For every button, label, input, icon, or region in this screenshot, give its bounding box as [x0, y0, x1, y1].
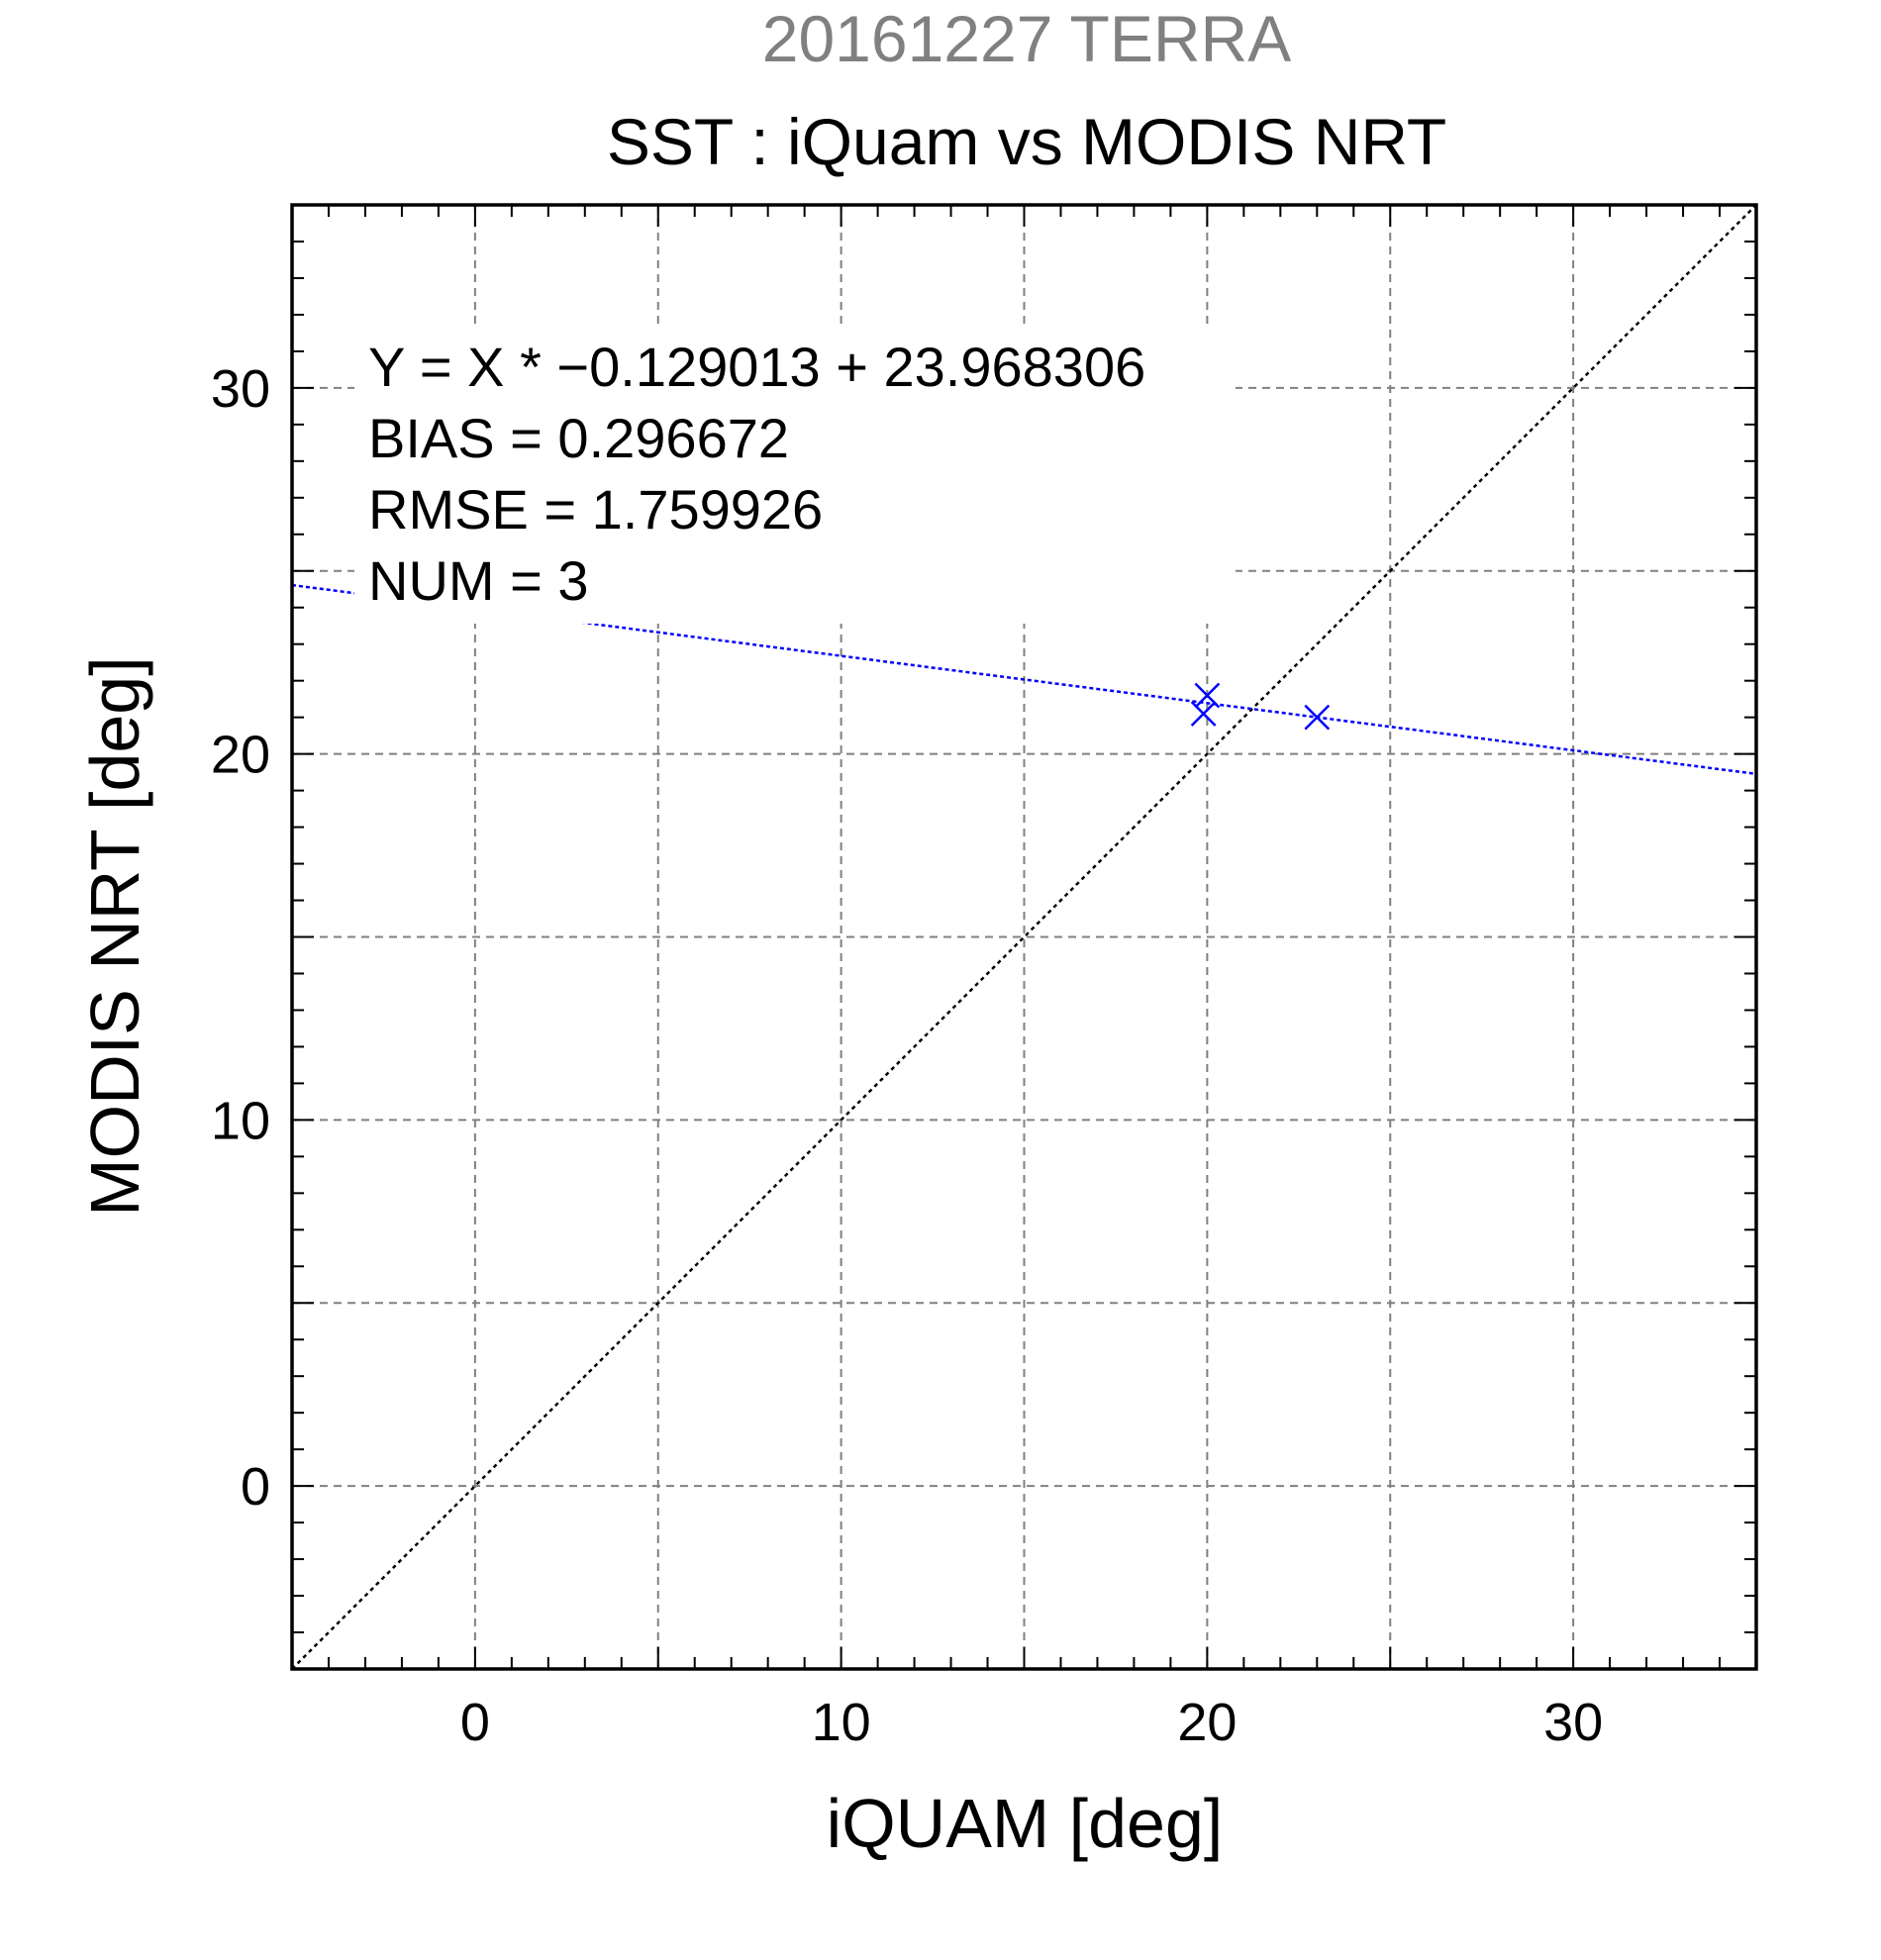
y-tick-label: 30	[211, 359, 270, 419]
x-tick-label: 10	[812, 1693, 871, 1752]
y-tick-label: 10	[211, 1091, 270, 1150]
annotation-block: Y = X * −0.129013 + 23.968306 BIAS = 0.29…	[368, 336, 1145, 612]
grid-lines	[292, 205, 1756, 1669]
y-tick-label: 20	[211, 726, 270, 785]
annotation-line: NUM = 3	[368, 549, 589, 612]
tick-labels: 0 10 20 30 0 10 20 30	[211, 359, 1603, 1752]
annotation-line: RMSE = 1.759926	[368, 478, 823, 540]
x-axis-label: iQUAM [deg]	[827, 1785, 1224, 1862]
annotation-line: Y = X * −0.129013 + 23.968306	[368, 336, 1145, 398]
y-axis-label: MODIS NRT [deg]	[76, 656, 153, 1216]
axis-ticks	[291, 204, 1757, 1670]
data-points	[1190, 682, 1331, 731]
chart-title: SST : iQuam vs MODIS NRT	[607, 105, 1446, 178]
annotation-line: BIAS = 0.296672	[368, 407, 789, 469]
y-tick-label: 0	[241, 1457, 270, 1517]
chart-supertitle: 20161227 TERRA	[762, 2, 1291, 75]
x-tick-label: 0	[460, 1693, 490, 1752]
data-point	[1304, 704, 1331, 731]
x-tick-label: 20	[1177, 1693, 1237, 1752]
x-tick-label: 30	[1543, 1693, 1603, 1752]
plot-frame	[290, 203, 1758, 1671]
annotation-background	[354, 327, 1236, 624]
data-point	[1190, 701, 1217, 727]
